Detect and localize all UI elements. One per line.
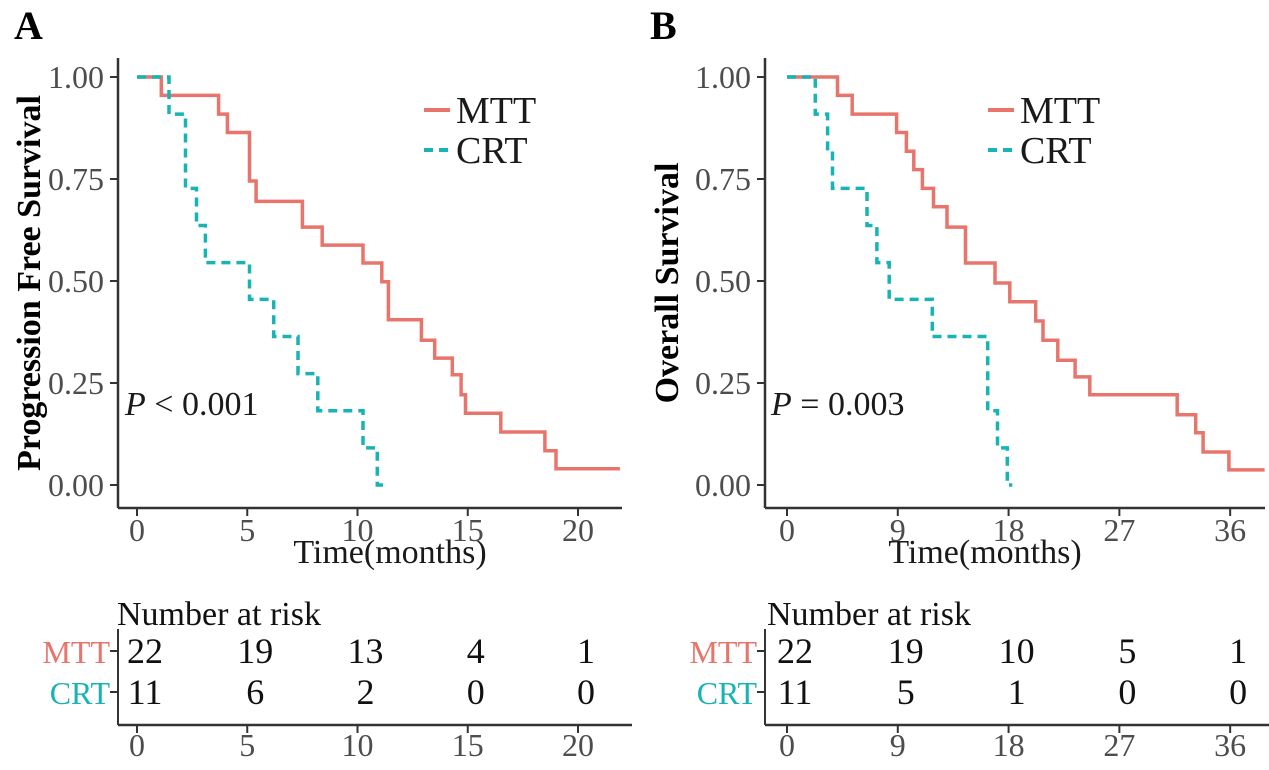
risk-count-mtt: 19 [237,631,274,671]
risk-table-x-tick-label: 20 [562,727,594,763]
panel-b-letter: B [650,3,677,48]
risk-count-crt: 0 [577,672,595,712]
panel-b-risk-table-title: Number at risk [767,596,971,633]
risk-count-mtt: 5 [1118,631,1137,671]
panel-a-legend-label-mtt: MTT [456,90,537,132]
panel-b-risk-row-label-crt: CRT [696,675,757,711]
panel-a-legend-label-crt: CRT [456,130,528,172]
risk-table-x-tick-label: 5 [239,727,256,763]
y-axis-tick-label: 0.75 [48,161,104,197]
risk-count-crt: 0 [1118,672,1137,712]
survival-curve-mtt [137,75,620,471]
x-axis-tick-label: 0 [129,512,145,548]
panel-b-x-axis-title: Time(months) [888,534,1082,571]
x-axis-tick-label: 9 [889,512,906,548]
x-axis-tick-label: 27 [1103,512,1136,548]
x-axis-tick-label: 18 [992,512,1025,548]
risk-table-x-tick-label: 9 [889,727,906,763]
panel-a-p-value: P < 0.001 [125,386,259,423]
risk-table-x-tick-label: 27 [1103,727,1136,763]
panel-a-x-axis-title: Time(months) [293,534,487,571]
survival-curve-mtt [787,75,1265,472]
panel-b-legend-label-mtt: MTT [1020,90,1101,132]
risk-table-x-tick-label: 18 [992,727,1025,763]
risk-table-x-tick-label: 0 [129,727,145,763]
risk-count-crt: 1 [1007,672,1026,712]
risk-count-crt: 0 [1229,672,1248,712]
y-axis-tick-label: 0.25 [695,365,751,401]
risk-table-x-tick-label: 0 [779,727,795,763]
risk-count-mtt: 13 [347,631,384,671]
x-axis-tick-label: 10 [341,512,374,548]
x-axis-tick-label: 36 [1214,512,1247,548]
risk-count-mtt: 4 [466,631,485,671]
x-axis-tick-label: 5 [239,512,256,548]
y-axis-tick-label: 0.50 [695,263,751,299]
panel-b-risk-row-label-mtt: MTT [689,634,757,670]
panel-b-p-value: P = 0.003 [771,386,905,423]
panel-a-risk-row-label-mtt: MTT [42,634,110,670]
risk-count-mtt: 1 [1229,631,1248,671]
y-axis-tick-label: 0.50 [48,263,104,299]
panel-a-risk-table-title: Number at risk [117,596,321,633]
risk-count-crt: 5 [896,672,915,712]
risk-count-crt: 2 [356,672,375,712]
survival-curve-crt [787,75,1013,487]
x-axis-tick-label: 20 [562,512,594,548]
risk-count-mtt: 10 [998,631,1035,671]
risk-count-crt: 11 [127,672,163,712]
panel-b-legend-label-crt: CRT [1020,130,1092,172]
panel-a-letter: A [14,3,43,48]
y-axis-tick-label: 1.00 [48,59,104,95]
risk-count-crt: 6 [246,672,265,712]
risk-count-mtt: 22 [127,631,163,671]
risk-count-crt: 0 [466,672,485,712]
x-axis-tick-label: 15 [451,512,484,548]
risk-count-crt: 11 [777,672,813,712]
risk-table-x-tick-label: 15 [451,727,484,763]
y-axis-tick-label: 1.00 [695,59,751,95]
y-axis-tick-label: 0.25 [48,365,104,401]
risk-table-x-tick-label: 10 [341,727,374,763]
y-axis-tick-label: 0.00 [48,467,104,503]
risk-table-x-tick-label: 36 [1214,727,1247,763]
y-axis-tick-label: 0.00 [695,467,751,503]
y-axis-tick-label: 0.75 [695,161,751,197]
risk-count-mtt: 22 [777,631,813,671]
panel-a-risk-row-label-crt: CRT [49,675,110,711]
survival-curve-crt [137,75,383,487]
x-axis-tick-label: 0 [779,512,795,548]
risk-count-mtt: 1 [577,631,595,671]
risk-count-mtt: 19 [887,631,924,671]
